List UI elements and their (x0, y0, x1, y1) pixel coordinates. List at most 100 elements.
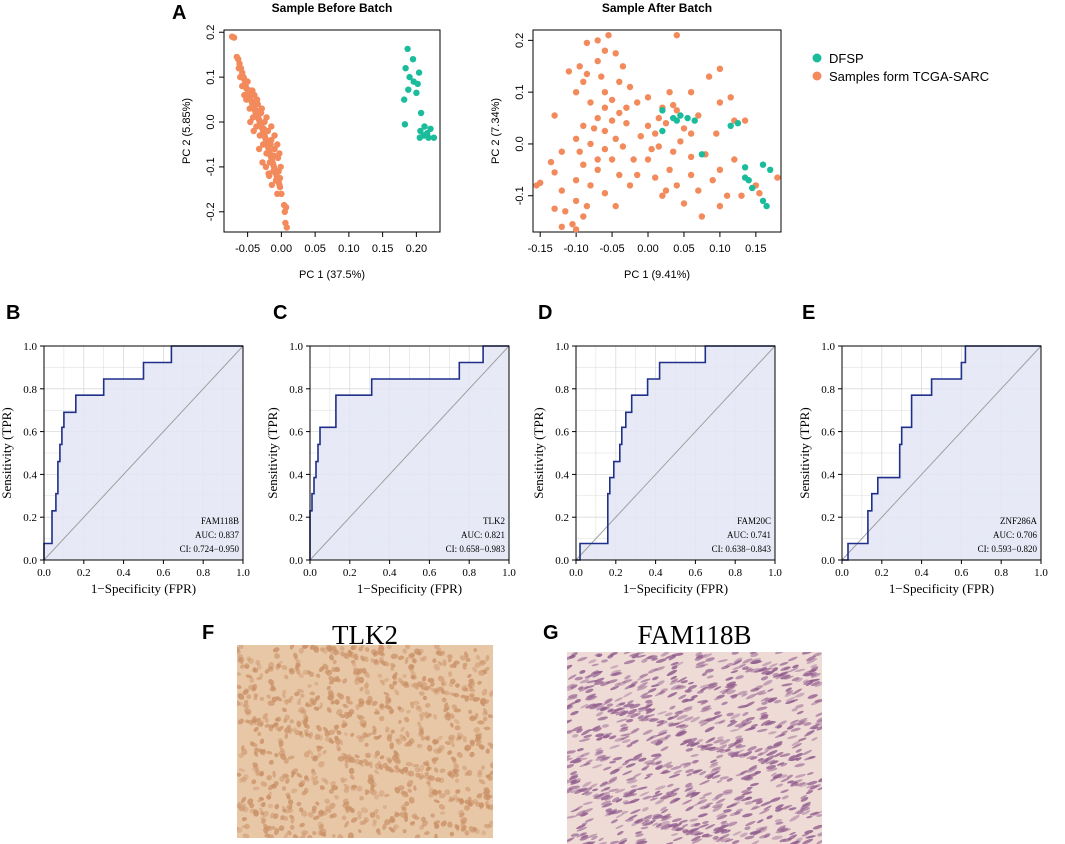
pca-after-tcga-point (601, 104, 609, 111)
roc-znf286a-xtick-label: 0.2 (875, 567, 889, 579)
pca-after-tcga-point (695, 112, 702, 119)
roc-znf286a-ytick-label: 0.6 (821, 427, 835, 439)
pca-after-tcga-point (601, 127, 609, 135)
pca-before-tcga-point (274, 141, 281, 148)
roc-fam118b-auc-label: AUC: 0.837 (195, 530, 240, 540)
pca-after-tcga-point (580, 122, 587, 129)
roc-znf286a-xlabel: 1−Specificity (FPR) (889, 581, 994, 596)
pca-after-dfsp-point (677, 112, 684, 119)
pca-after-tcga-point (670, 148, 677, 155)
roc-tlk2-ytick-label: 0.2 (289, 512, 303, 524)
pca-before-tcga-point (255, 145, 263, 153)
roc-fam20c-ytick-label: 0.8 (555, 384, 569, 396)
pca-after-tcga-point (662, 187, 670, 194)
pca-after-tcga-point (687, 171, 695, 179)
pca-after-tcga-point (572, 177, 580, 184)
pca-after-tcga-point (580, 161, 587, 168)
roc-znf286a-plot: 0.0 0.0 0.2 0.2 0.4 0.4 0.6 0.6 0.8 0.8 1.0 1.0 1−Sp… (797, 330, 1063, 615)
pca-after-tcga-point (756, 190, 763, 197)
pca-before-tcga-point (267, 141, 274, 148)
roc-znf286a-ytick-label: 0.0 (821, 555, 835, 567)
pca-after-dfsp-point (749, 184, 756, 192)
pca-before-xtick-label: 0.20 (406, 243, 427, 255)
pca-before-dfsp-point (415, 69, 423, 76)
roc-znf286a-auc-label: AUC: 0.706 (993, 530, 1038, 540)
roc-fam118b-roc-curve (43, 345, 243, 560)
roc-fam118b-plot: 0.0 0.0 0.2 0.2 0.4 0.4 0.6 0.6 0.8 0.8 1.0 1.0 1−Sp… (0, 330, 265, 615)
roc-fam118b-ytick-label: 0.8 (23, 384, 37, 396)
pca-after-tcga-point (608, 117, 616, 124)
pca-after-xtick-label: 0.15 (745, 243, 766, 255)
pca-before-dfsp-point (406, 73, 413, 81)
pca-after-tcga-point (590, 125, 598, 132)
roc-fam20c-diagonal (575, 345, 776, 561)
pca-before-tcga-point (249, 87, 256, 94)
pca-before-dfsp-point (427, 125, 434, 132)
pca-before-tcga-point (268, 181, 276, 189)
roc-fam118b-gene-label: FAM118B (201, 516, 239, 526)
pca-before-dfsp-point (430, 134, 438, 141)
pca-before-dfsp-point (404, 45, 411, 53)
pca-after-ytick-label: 0.0 (514, 136, 526, 151)
pca-after-tcga-point (723, 192, 731, 199)
pca-after-title: Sample After Batch (602, 1, 712, 15)
pca-after-tcga-point (558, 223, 565, 230)
pca-after-tcga-point (594, 114, 601, 122)
pca-before-xtick-label: 0.10 (338, 243, 359, 255)
pca-after-dfsp-point (659, 127, 666, 135)
pca-after-tcga-point (583, 202, 591, 210)
pca-after-tcga-point (644, 94, 652, 101)
pca-after-tcga-point (626, 83, 634, 91)
pca-before-dfsp-point (425, 134, 432, 141)
roc-fam118b-ytick-label: 0.2 (23, 512, 37, 524)
pca-before-tcga-point (276, 174, 284, 182)
pca-after-tcga-point (666, 166, 673, 173)
pca-after-ytick-label: 0.2 (514, 33, 526, 48)
roc-fam20c-ytick-label: 0.2 (555, 512, 569, 524)
pca-after-tcga-point (601, 89, 609, 96)
pca-before-tcga-point (281, 208, 288, 215)
pca-after-tcga-point (655, 143, 662, 150)
pca-after-tcga-point (533, 182, 540, 189)
pca-after-tcga-point (648, 145, 655, 153)
pca-after-tcga-point (576, 148, 583, 155)
tlk2-histology-image (237, 645, 493, 838)
pca-before-dfsp-point (401, 96, 408, 103)
pca-before-xlabel: PC 1 (37.5%) (299, 269, 365, 281)
pca-after-frame (532, 29, 782, 233)
pca-after-tcga-point (695, 187, 702, 194)
pca-after-xtick-label: -0.05 (600, 243, 625, 255)
pca-after-tcga-point (680, 200, 688, 207)
pca-after-tcga-point (774, 174, 781, 181)
pca-after-ylabel: PC 2 (7.34%) (490, 98, 502, 164)
roc-fam118b-xtick-label: 0.0 (37, 567, 51, 579)
roc-fam20c-border (575, 345, 776, 561)
roc-fam20c-auc-label: AUC: 0.741 (727, 530, 771, 540)
roc-fam118b-chart: 0.00.0 0.2 0.2 0.4 0.4 0.6 0.6 0.8 0.8 1.0 1.0 1−Sp… (0, 341, 250, 596)
roc-tlk2-ytick-label: 1.0 (289, 341, 303, 353)
roc-tlk2-ylabel: Sensitivity (TPR) (265, 407, 280, 498)
pca-after-tcga-point (634, 171, 641, 179)
pca-after-tcga-point (601, 190, 609, 197)
pca-after-dfsp-point (763, 202, 770, 210)
pca-after-tcga-point (551, 112, 558, 119)
roc-znf286a-xtick-label: 0.0 (835, 567, 849, 579)
pca-after-tcga-point (587, 99, 594, 106)
pca-after-dfsp-point (741, 174, 749, 181)
roc-tlk2-xtick-label: 1.0 (502, 567, 516, 579)
pca-after-tcga-point (565, 68, 573, 75)
pca-before-tcga-point (241, 91, 248, 99)
roc-fam118b-ci-label: CI: 0.724−0.950 (180, 544, 240, 554)
pca-before-tcga-point (265, 170, 272, 177)
pca-after-tcga-point (687, 130, 695, 137)
pca-after-tcga-point (551, 205, 558, 212)
roc-tlk2-xlabel: 1−Specificity (FPR) (357, 581, 462, 596)
roc-fam20c-gene-label: FAM20C (737, 516, 771, 526)
pca-after-tcga-point (673, 182, 680, 189)
pca-after-tcga-point (572, 197, 580, 205)
pca-after-tcga-point (608, 156, 616, 163)
pca-before-tcga-point (235, 65, 242, 72)
roc-fam118b-ytick-label: 0.0 (23, 555, 37, 567)
roc-tlk2-chart: 0.00.0 0.2 0.2 0.4 0.4 0.6 0.6 0.8 0.8 1.0 1.0 1−Sp… (265, 341, 516, 596)
pca-after-tcga-point (569, 221, 576, 228)
